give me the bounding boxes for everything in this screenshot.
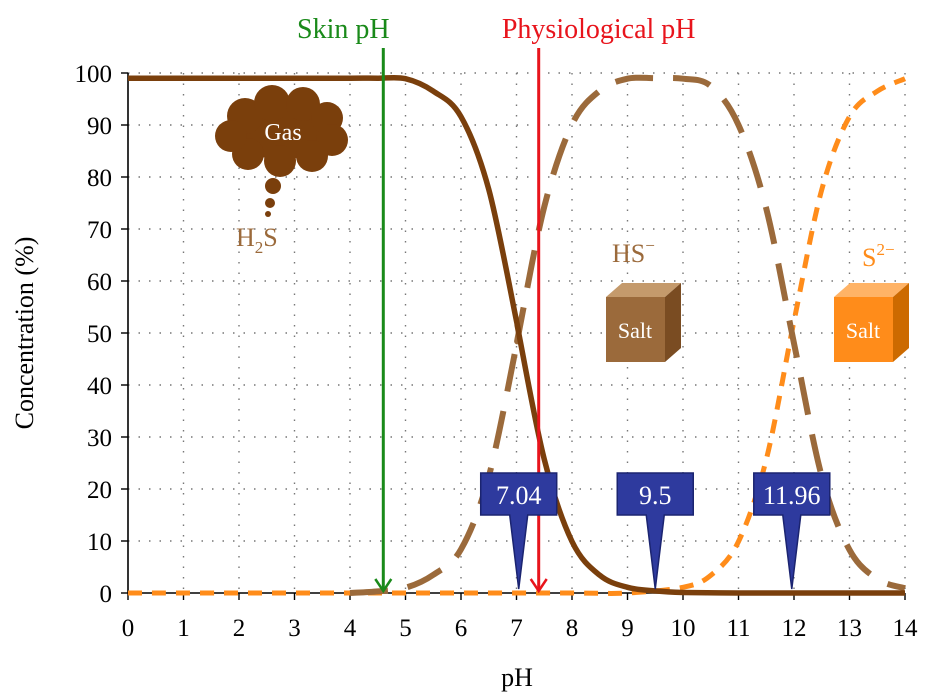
x-tick-label: 9 — [621, 615, 634, 642]
gas-label: Gas — [264, 120, 301, 146]
x-axis-label: pH — [501, 663, 533, 692]
pka-callout: 9.5 — [616, 472, 694, 590]
x-tick-label: 6 — [455, 615, 468, 642]
x-tick-label: 3 — [288, 615, 301, 642]
pka-callout-shape — [616, 472, 694, 590]
series-line-hs — [349, 74, 906, 596]
y-tick-label: 50 — [87, 321, 112, 348]
salt-cube-icon-s2: Salt — [834, 283, 909, 362]
ref-line-arrow — [374, 578, 393, 594]
pka-callout: 11.96 — [753, 472, 831, 590]
pka-callout-shape — [753, 472, 831, 590]
x-tick-label: 2 — [233, 615, 246, 642]
pka-callout-label: 9.5 — [639, 481, 672, 510]
salt-label-s2: Salt — [846, 318, 880, 343]
pka-callouts: 7.04 9.5 11.96 — [479, 472, 831, 590]
series-line-h2s — [128, 74, 905, 596]
pka-callout-shape — [479, 472, 558, 590]
x-tick-label: 13 — [837, 615, 862, 642]
x-tick-label: 11 — [726, 615, 750, 642]
y-tick-label: 100 — [75, 61, 113, 88]
x-tick-label: 12 — [782, 615, 807, 642]
pka-callout-label: 7.04 — [496, 481, 542, 510]
x-tick-label: 0 — [122, 615, 135, 642]
x-tick-label: 8 — [566, 615, 579, 642]
y-tick-label: 90 — [87, 113, 112, 140]
salt-cube-icon-hs: Salt — [606, 283, 681, 362]
y-tick-label: 40 — [87, 373, 112, 400]
x-tick-labels: 0 1 2 3 4 5 6 7 8 9 10 11 12 13 14 — [122, 615, 918, 642]
ref-line-label: Physiological pH — [502, 14, 696, 45]
ref-line-arrow — [529, 578, 548, 594]
y-tick-label: 80 — [87, 165, 112, 192]
x-tick-label: 7 — [510, 615, 523, 642]
series-lines — [128, 74, 907, 596]
y-tick-label: 60 — [87, 269, 112, 296]
x-tick-label: 14 — [893, 615, 919, 642]
pka-callout-label: 11.96 — [763, 481, 821, 510]
y-tick-label: 30 — [87, 425, 112, 452]
y-tick-labels: 0 10 20 30 40 50 60 70 80 90 100 — [75, 61, 113, 608]
y-tick-label: 70 — [87, 217, 112, 244]
x-tick-label: 4 — [344, 615, 357, 642]
x-tick-label: 1 — [177, 615, 190, 642]
pka-callout: 7.04 — [479, 472, 558, 590]
y-axis-label: Concentration (%) — [10, 237, 39, 430]
y-tick-label: 0 — [100, 581, 113, 608]
y-tick-label: 20 — [87, 477, 112, 504]
x-tick-label: 5 — [399, 615, 412, 642]
gas-cloud-icon: Gas — [215, 85, 348, 217]
ref-line-label: Skin pH — [297, 14, 390, 45]
hs-species-label: HS− — [612, 236, 655, 268]
y-tick-label: 10 — [87, 529, 112, 556]
salt-label-hs: Salt — [618, 318, 652, 343]
x-tick-label: 10 — [671, 615, 696, 642]
s2-species-label: S2− — [862, 240, 895, 272]
h2s-species-label: H2S — [236, 223, 278, 257]
